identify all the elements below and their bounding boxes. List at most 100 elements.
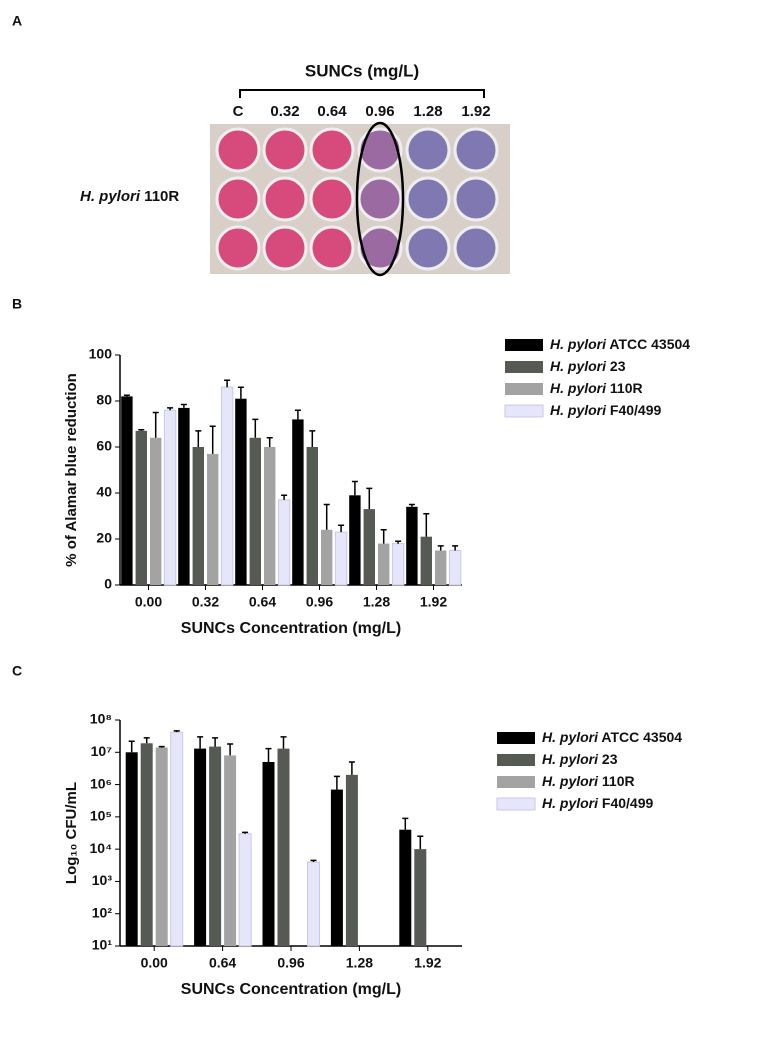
error-bar	[294, 409, 301, 420]
error-bar	[366, 487, 373, 510]
x-axis-label: SUNCs Concentration (mg/L)	[181, 620, 401, 637]
error-bar	[128, 740, 135, 753]
bar	[249, 437, 261, 585]
bar	[306, 447, 318, 585]
row-label: H. pylori 110R	[80, 188, 179, 205]
bar	[135, 430, 147, 585]
x-tick-label: 1.28	[346, 955, 373, 971]
bar	[435, 550, 447, 585]
bar	[235, 398, 247, 585]
bar	[264, 447, 276, 585]
well	[262, 225, 308, 271]
well	[309, 127, 355, 173]
error-bar	[380, 529, 387, 544]
well	[309, 225, 355, 271]
well	[357, 176, 403, 222]
bar	[150, 437, 162, 585]
x-axis-label: SUNCs Concentration (mg/L)	[181, 981, 401, 998]
legend-swatch	[497, 754, 535, 766]
error-bar	[265, 747, 272, 763]
error-bar	[437, 545, 444, 551]
well	[453, 127, 499, 173]
x-tick-label: 1.92	[414, 955, 441, 971]
error-bar	[395, 540, 402, 544]
error-bar	[158, 745, 165, 748]
bar	[262, 762, 275, 946]
y-axis-label: Log₁₀ CFU/mL	[63, 782, 80, 884]
y-tick-label: 40	[96, 484, 112, 500]
panel-label: B	[12, 296, 22, 312]
error-bar	[180, 403, 187, 408]
error-bar	[323, 503, 330, 530]
legend-swatch	[496, 797, 536, 811]
x-tick-label: 0.64	[209, 955, 236, 971]
well	[215, 176, 261, 222]
bar	[391, 543, 405, 586]
bar	[420, 536, 432, 585]
bar	[163, 409, 177, 586]
error-bar	[281, 494, 288, 500]
legend-swatch	[497, 776, 535, 788]
error-bar	[242, 831, 249, 834]
error-bar	[167, 407, 174, 411]
x-tick-label: 0.64	[249, 594, 276, 610]
y-tick-label: 10⁶	[90, 775, 112, 791]
column-label: C	[233, 103, 244, 120]
legend-entry: H. pylori 110R	[542, 773, 635, 789]
x-tick-label: 0.96	[277, 955, 304, 971]
error-bar	[280, 736, 287, 749]
bar	[378, 543, 390, 585]
highlight	[355, 121, 405, 277]
error-bar	[338, 524, 345, 533]
well	[262, 127, 308, 173]
bar	[277, 748, 290, 946]
error-bar	[408, 503, 415, 507]
bar	[307, 861, 320, 947]
error-bar	[227, 743, 234, 756]
column-label: 1.28	[413, 103, 442, 120]
legend-swatch	[505, 383, 543, 395]
column-label: 0.64	[317, 103, 347, 120]
bar	[194, 748, 207, 946]
bar	[238, 833, 252, 947]
well	[309, 176, 355, 222]
error-bar	[402, 817, 409, 830]
bar	[448, 550, 462, 586]
y-tick-label: 100	[89, 346, 113, 362]
plate-title: SUNCs (mg/L)	[305, 61, 419, 80]
bar	[414, 849, 427, 946]
x-tick-label: 0.00	[141, 955, 168, 971]
error-bar	[309, 430, 316, 447]
y-tick-label: 10⁷	[91, 743, 113, 759]
legend-entry: H. pylori ATCC 43504	[550, 336, 690, 352]
x-tick-label: 0.00	[135, 594, 162, 610]
bar	[209, 746, 222, 946]
error-bar	[173, 730, 180, 733]
bar	[178, 407, 190, 585]
error-bar	[417, 835, 424, 850]
bar	[220, 386, 234, 586]
legend-entry: H. pylori ATCC 43504	[542, 729, 682, 745]
legend-swatch	[497, 732, 535, 744]
well	[405, 225, 451, 271]
legend-swatch	[505, 339, 543, 351]
bar	[277, 499, 291, 586]
error-bar	[333, 775, 340, 790]
bar	[399, 829, 412, 946]
bar	[192, 447, 204, 585]
legend-entry: H. pylori F40/499	[550, 402, 661, 418]
error-bar	[237, 386, 244, 399]
error-bar	[224, 379, 231, 388]
error-bar	[197, 736, 204, 749]
bar	[125, 752, 138, 946]
bar	[349, 495, 361, 585]
well	[357, 225, 403, 271]
well	[453, 225, 499, 271]
legend-swatch	[505, 361, 543, 373]
y-tick-label: 20	[96, 530, 112, 546]
y-tick-label: 10⁵	[90, 808, 112, 824]
y-tick-label: 10³	[92, 872, 113, 888]
bar	[292, 419, 304, 585]
well	[405, 176, 451, 222]
